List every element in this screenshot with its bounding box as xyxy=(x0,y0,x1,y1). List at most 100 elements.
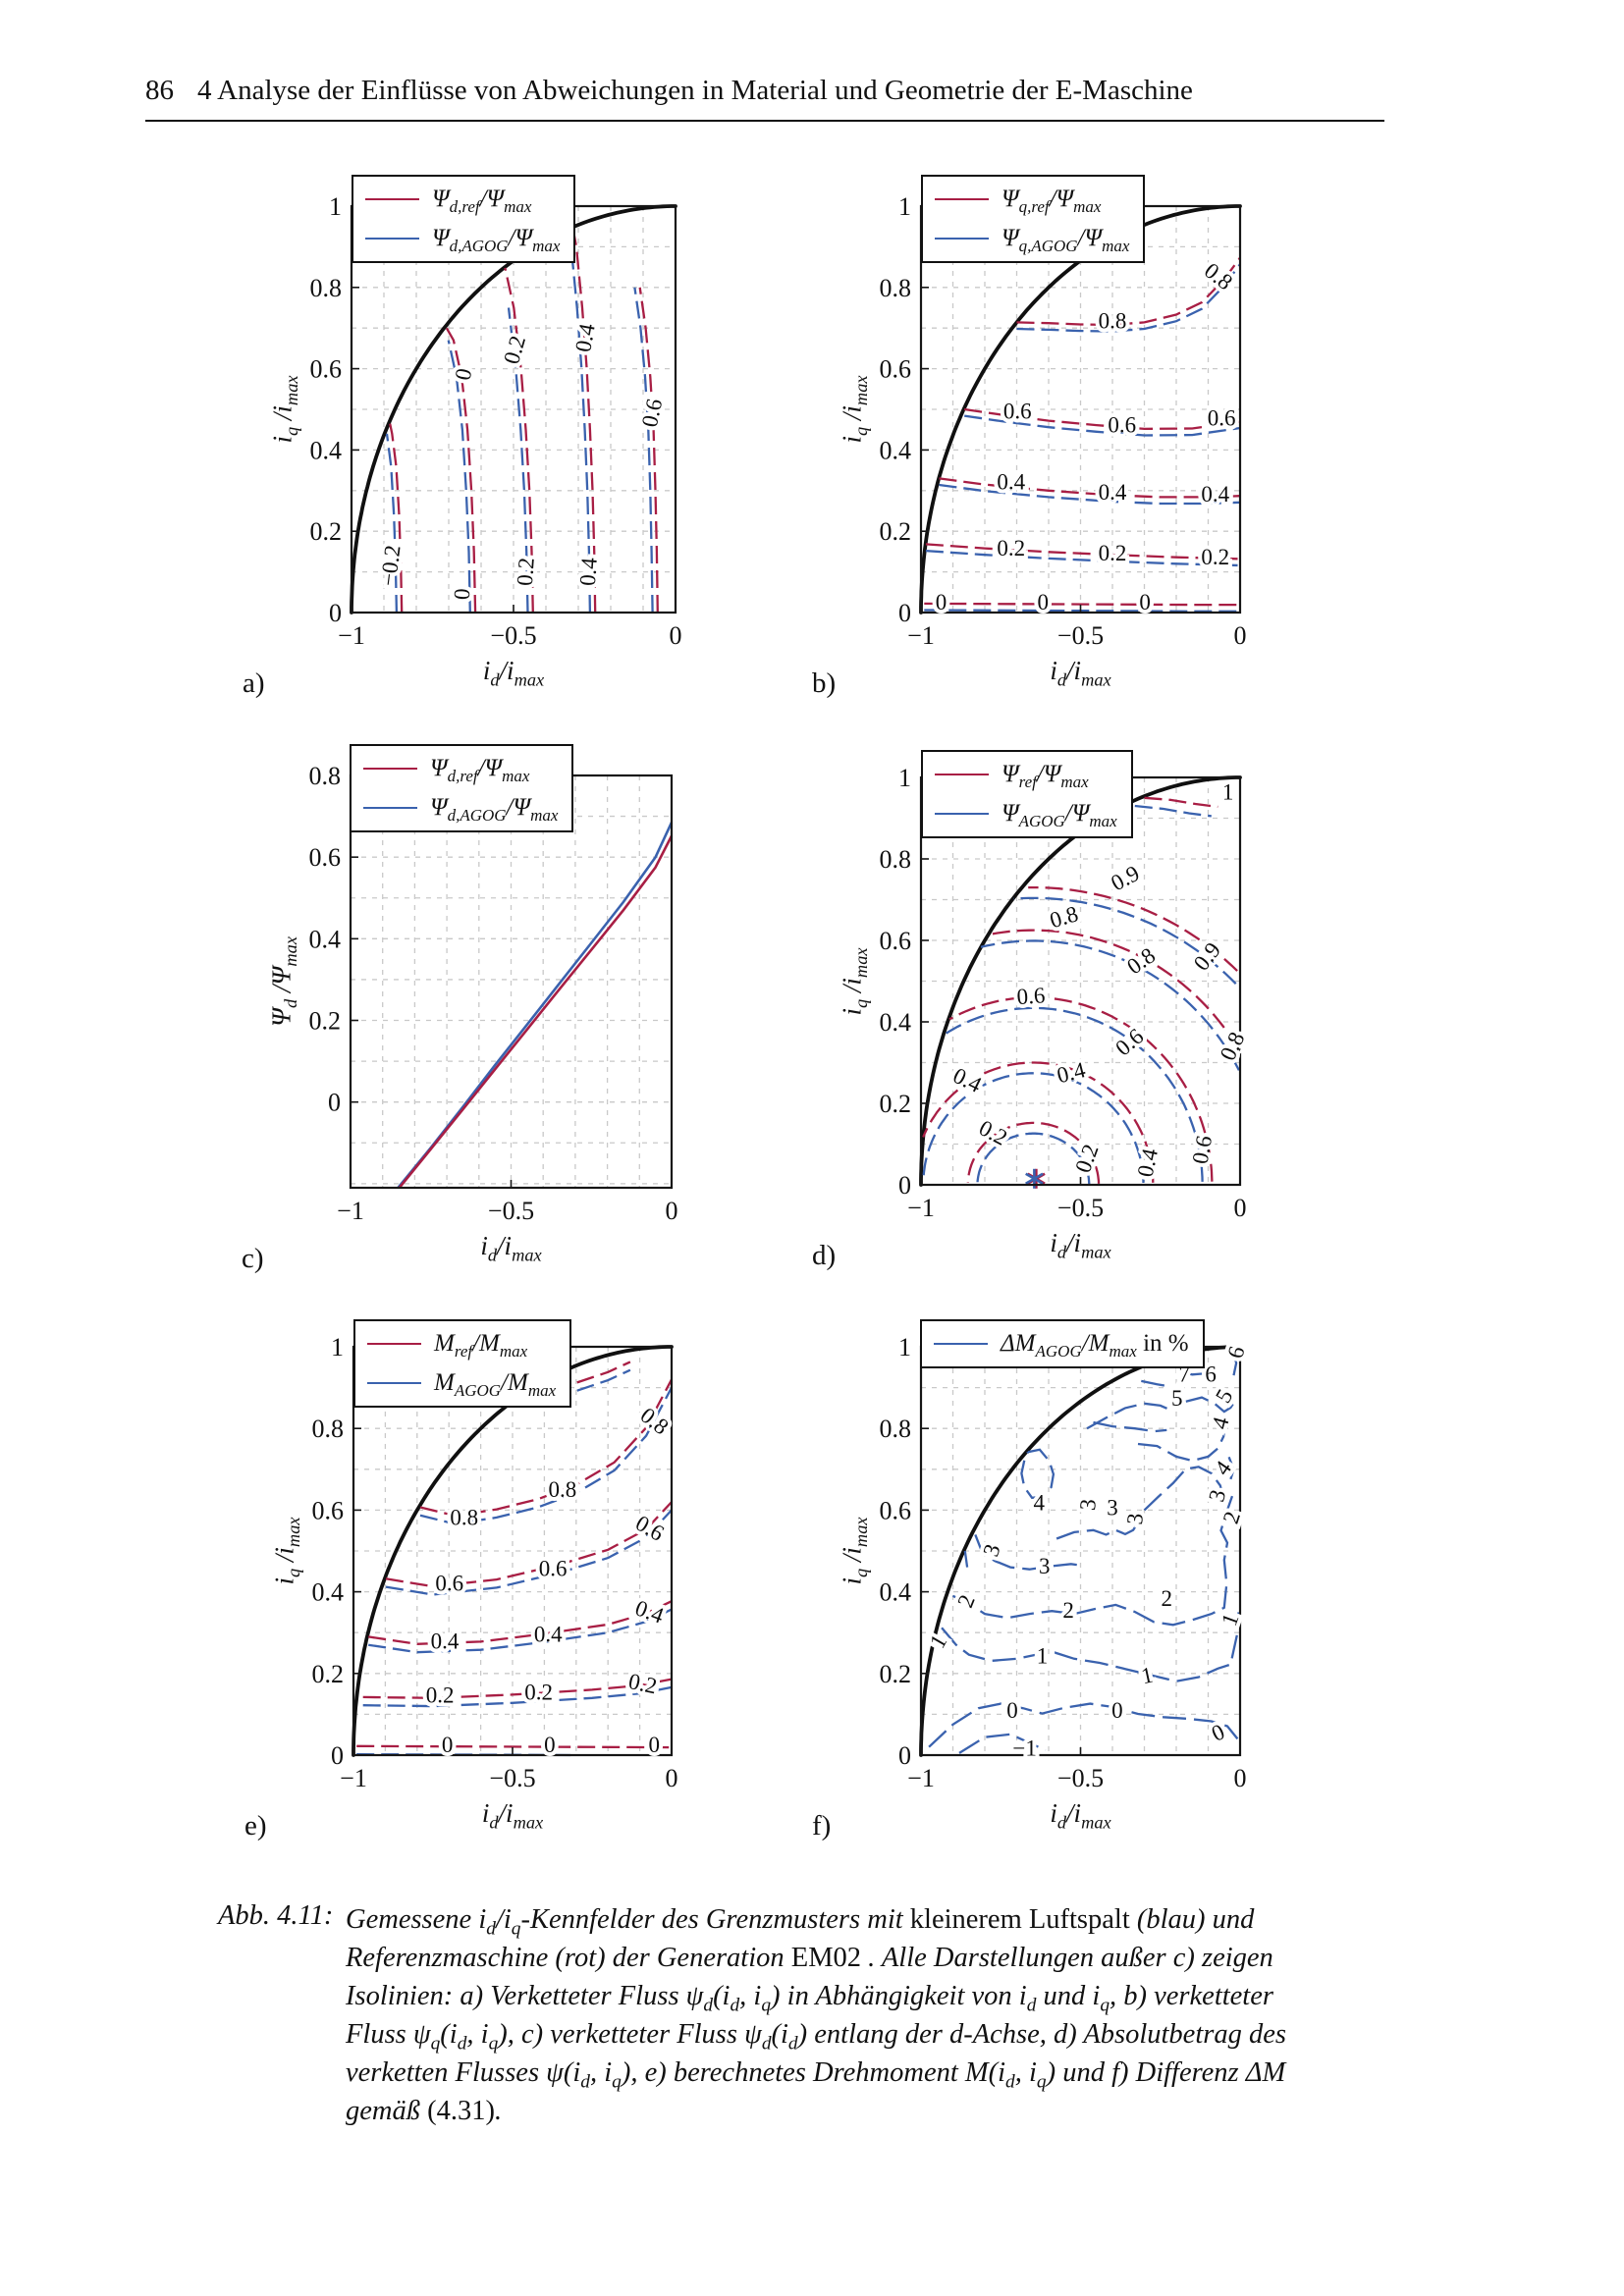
svg-text:0.4: 0.4 xyxy=(949,1063,986,1097)
x-axis-label-b: id/imax xyxy=(1050,656,1111,690)
y-axis-label-b: iq /imax xyxy=(837,375,871,444)
svg-text:6: 6 xyxy=(1222,1344,1249,1362)
svg-text:0.8: 0.8 xyxy=(880,845,912,874)
svg-text:0: 0 xyxy=(898,1741,911,1770)
svg-text:0: 0 xyxy=(329,599,342,627)
svg-text:2: 2 xyxy=(1218,1509,1245,1527)
grid xyxy=(921,206,1240,613)
x-axis-label-d: id/imax xyxy=(1050,1228,1111,1262)
svg-text:0.4: 0.4 xyxy=(1201,482,1229,507)
legend-entry: Ψd,AGOG/Ψmax xyxy=(363,794,558,824)
svg-text:1: 1 xyxy=(329,192,342,221)
svg-text:0.4: 0.4 xyxy=(575,557,602,587)
svg-text:0.8: 0.8 xyxy=(310,274,343,302)
legend-f: ΔMAGOG/Mmax in % xyxy=(920,1319,1205,1368)
svg-text:0.6: 0.6 xyxy=(310,355,343,384)
caption-text: Gemessene id/iq-Kennfelder des Grenzmust… xyxy=(346,1900,1286,2130)
svg-text:5: 5 xyxy=(1211,1385,1237,1407)
chapter-header: 4 Analyse der Einflüsse von Abweichungen… xyxy=(197,75,1193,106)
svg-text:0.6: 0.6 xyxy=(435,1572,463,1596)
svg-text:1: 1 xyxy=(898,1333,911,1362)
caption-line: Fluss ψq(id, iq), c) verketteter Fluss ψ… xyxy=(346,2019,1286,2055)
svg-text:−1: −1 xyxy=(1012,1735,1036,1760)
axes-box xyxy=(919,775,1242,1187)
svg-text:0: 0 xyxy=(1234,621,1247,650)
svg-text:−0.5: −0.5 xyxy=(1057,621,1104,650)
subplot-letter-c: c) xyxy=(242,1243,264,1274)
svg-text:0: 0 xyxy=(1006,1698,1018,1723)
legend-entry: Ψq,AGOG/Ψmax xyxy=(935,225,1129,254)
legend-label: Ψd,AGOG/Ψmax xyxy=(432,225,561,255)
svg-text:0.6: 0.6 xyxy=(309,843,342,872)
y-axis-label-f: iq /imax xyxy=(837,1517,871,1585)
legend-entry: Ψd,AGOG/Ψmax xyxy=(365,225,561,255)
legend-label: Mref/Mmax xyxy=(434,1330,528,1361)
legend-line-sample xyxy=(935,238,989,240)
svg-text:0.8: 0.8 xyxy=(636,1403,674,1439)
svg-text:0.6: 0.6 xyxy=(631,1511,668,1546)
legend-c: Ψd,ref/Ψmax Ψd,AGOG/Ψmax xyxy=(350,744,574,832)
axes-box xyxy=(350,204,677,614)
svg-text:−1: −1 xyxy=(907,1194,935,1222)
contour-labels: 0.8 0.8 0.6 0.6 0.6 0.4 0.4 0.4 0.2 0.2 0.2 0 0 0 xyxy=(932,254,1241,618)
legend-line-sample xyxy=(363,807,417,809)
caption-line: Gemessene id/iq-Kennfelder des Grenzmust… xyxy=(346,1904,1255,1940)
svg-text:0.8: 0.8 xyxy=(309,762,342,790)
svg-text:0.2: 0.2 xyxy=(309,1007,342,1036)
legend-label: ΔMAGOG/Mmax in % xyxy=(1001,1330,1189,1361)
svg-text:0.6: 0.6 xyxy=(1188,1134,1218,1166)
svg-text:0.6: 0.6 xyxy=(880,1496,912,1524)
legend-line-sample xyxy=(935,198,989,200)
svg-text:0.2: 0.2 xyxy=(513,557,539,586)
svg-text:−0.2: −0.2 xyxy=(376,544,406,587)
svg-text:3: 3 xyxy=(978,1541,1004,1560)
svg-text:2: 2 xyxy=(952,1591,979,1611)
grid xyxy=(921,1347,1240,1755)
svg-text:0.8: 0.8 xyxy=(1099,308,1127,333)
caption-line: Referenzmaschine (rot) der Generation EM… xyxy=(346,1943,1273,1973)
svg-text:0.6: 0.6 xyxy=(637,397,667,429)
svg-text:0: 0 xyxy=(1234,1194,1247,1222)
svg-text:4: 4 xyxy=(1034,1491,1046,1516)
contours-blue xyxy=(922,804,1240,1185)
subplot-letter-a: a) xyxy=(243,667,265,699)
current-limit-arc xyxy=(919,1345,1242,1757)
svg-text:0: 0 xyxy=(898,599,911,627)
svg-text:0.4: 0.4 xyxy=(632,1595,668,1628)
svg-text:0.2: 0.2 xyxy=(880,1660,912,1688)
svg-text:0.6: 0.6 xyxy=(1110,1024,1148,1061)
legend-entry: ΨAGOG/Ψmax xyxy=(935,800,1117,829)
svg-text:0.2: 0.2 xyxy=(626,1669,659,1698)
caption-line: gemäß (4.31). xyxy=(346,2096,503,2126)
svg-text:0.4: 0.4 xyxy=(534,1623,563,1647)
svg-text:0: 0 xyxy=(1208,1719,1228,1746)
svg-text:0.6: 0.6 xyxy=(880,927,912,955)
svg-text:0: 0 xyxy=(898,1171,911,1200)
svg-text:0.4: 0.4 xyxy=(309,925,342,953)
svg-text:−0.5: −0.5 xyxy=(490,621,536,650)
svg-text:0.6: 0.6 xyxy=(312,1496,345,1524)
svg-text:0: 0 xyxy=(1037,590,1049,614)
caption-line: Isolinien: a) Verketteter Fluss ψd(id, i… xyxy=(346,1981,1273,2016)
svg-text:0.9: 0.9 xyxy=(1189,937,1225,975)
contours-red xyxy=(356,1361,674,1749)
svg-text:−1: −1 xyxy=(907,1764,935,1792)
svg-text:1: 1 xyxy=(1217,1610,1243,1629)
legend-label: Ψq,ref/Ψmax xyxy=(1001,186,1102,216)
svg-text:0.6: 0.6 xyxy=(1108,412,1136,437)
grid xyxy=(351,775,672,1188)
svg-text:1: 1 xyxy=(1222,780,1234,805)
contours-red xyxy=(922,796,1239,1184)
legend-label: MAGOG/Mmax xyxy=(434,1369,557,1400)
svg-text:−1: −1 xyxy=(337,1197,364,1225)
svg-text:0.2: 0.2 xyxy=(310,517,343,546)
legend-line-sample xyxy=(935,774,989,775)
subplot-letter-d: d) xyxy=(812,1240,837,1271)
svg-text:0.8: 0.8 xyxy=(880,274,912,302)
svg-text:0: 0 xyxy=(670,621,682,650)
svg-text:0.2: 0.2 xyxy=(426,1683,455,1708)
legend-line-sample xyxy=(367,1343,421,1345)
subplot-letter-f: f) xyxy=(812,1810,832,1842)
